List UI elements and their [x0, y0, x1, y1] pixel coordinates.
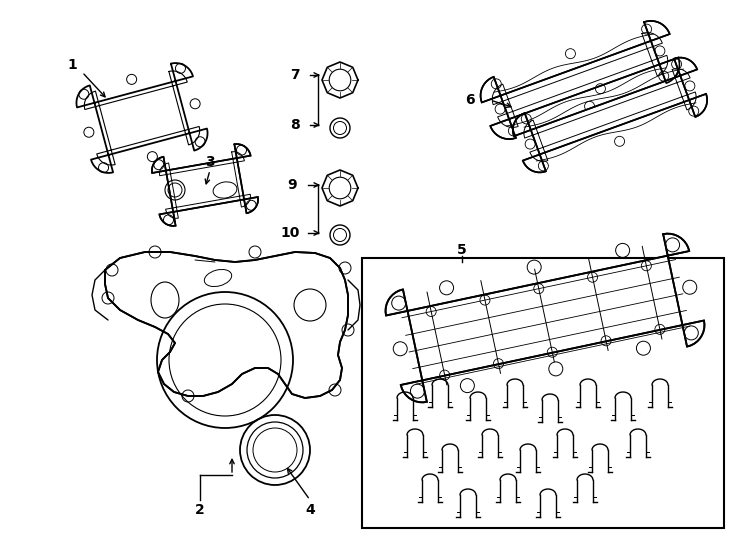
Text: 5: 5: [457, 243, 467, 257]
Polygon shape: [105, 252, 348, 398]
Text: 2: 2: [195, 503, 205, 517]
Polygon shape: [152, 144, 258, 226]
Polygon shape: [513, 58, 707, 172]
Text: 10: 10: [280, 226, 299, 240]
Polygon shape: [385, 234, 705, 402]
Bar: [362, 258, 724, 528]
Text: 9: 9: [287, 178, 297, 192]
Text: 7: 7: [290, 68, 299, 82]
Text: 6: 6: [465, 93, 475, 107]
Text: 4: 4: [305, 503, 315, 517]
Text: 3: 3: [206, 155, 215, 169]
Polygon shape: [481, 21, 680, 139]
Text: 1: 1: [67, 58, 77, 72]
Text: 8: 8: [290, 118, 300, 132]
